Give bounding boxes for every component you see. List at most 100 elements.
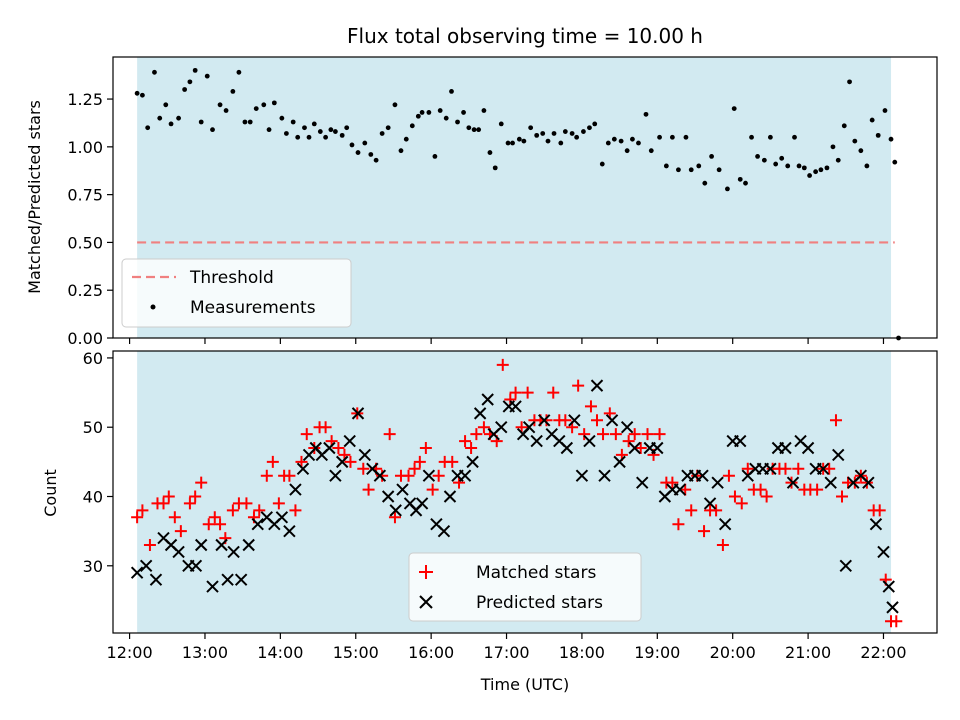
measurement-point <box>426 110 432 115</box>
measurement-point <box>247 119 253 125</box>
matched-star-point <box>860 476 873 489</box>
predicted-star-point <box>389 504 402 517</box>
predicted-star-point <box>734 434 747 448</box>
predicted-star-point <box>575 469 589 482</box>
measurement-point <box>283 131 289 136</box>
ratio-legend: Threshold Measurements <box>121 258 352 328</box>
matched-legend-swatch <box>419 565 433 579</box>
matched-star-point <box>446 455 459 468</box>
matched-star-point <box>823 462 836 475</box>
matched-star-point <box>559 414 572 427</box>
predicted-star-point <box>605 414 619 427</box>
measurement-point <box>755 154 760 159</box>
measurement-point <box>253 106 259 112</box>
predicted-star-point <box>275 511 289 524</box>
predicted-star-point <box>509 400 522 413</box>
matched-star-point <box>357 462 370 475</box>
measurement-point <box>140 92 145 98</box>
predicted-star-point <box>329 469 342 482</box>
predicted-star-point <box>415 497 429 510</box>
measurement-point <box>373 157 379 163</box>
measurement-point <box>317 129 323 134</box>
predicted-star-point <box>422 469 436 482</box>
ratio-panel: 0.00 0.25 0.50 0.75 1.00 1.25 Matched/Predict… <box>25 56 938 348</box>
ratio-y-tick-label: 0.00 <box>67 329 103 348</box>
measurement-point <box>385 125 391 131</box>
matched-star-point <box>515 421 528 434</box>
matched-star-point <box>300 428 313 441</box>
measurement-point <box>801 165 807 171</box>
predicted-star-point <box>628 441 641 455</box>
measurement-point <box>779 155 785 161</box>
predicted-star-point <box>358 448 372 462</box>
matched-star-point <box>402 469 415 482</box>
matched-star-point <box>131 511 144 524</box>
matched-star-point <box>728 490 741 503</box>
measurement-point <box>332 129 338 134</box>
x-tick-label: 19:00 <box>634 643 680 662</box>
matched-star-point <box>408 462 421 475</box>
predicted-star-point <box>458 469 472 482</box>
matched-star-point <box>779 462 792 475</box>
measurement-point <box>875 132 881 138</box>
matched-star-point <box>590 414 603 427</box>
measurement-point <box>521 138 527 144</box>
measurement-point <box>858 148 864 154</box>
predicted-star-point <box>882 580 895 593</box>
measurement-point <box>792 134 797 140</box>
measurement-point <box>455 119 460 125</box>
matched-star-point <box>136 504 149 517</box>
measurement-point <box>481 108 487 113</box>
predicted-star-point <box>824 476 837 489</box>
ratio-y-tick-label: 1.25 <box>67 90 103 109</box>
matched-star-point <box>698 525 711 538</box>
measurement-point <box>636 140 641 146</box>
count-axes-frame <box>112 350 938 634</box>
matched-star-point <box>413 455 426 468</box>
measurement-point <box>403 136 409 142</box>
matched-star-point <box>195 476 208 489</box>
predicted-star-point <box>481 393 494 406</box>
measurement-point <box>540 131 546 136</box>
measurement-point <box>328 127 334 133</box>
measurement-point <box>796 163 802 169</box>
measurement-point <box>657 134 662 140</box>
predicted-star-point <box>227 545 240 559</box>
predicted-star-point <box>149 573 163 586</box>
predicted-star-point <box>832 448 845 462</box>
matched-star-point <box>260 469 273 482</box>
measurement-point <box>528 125 534 131</box>
matched-star-point <box>426 483 439 496</box>
matched-star-point <box>168 511 181 524</box>
measurement-point <box>302 125 307 131</box>
matched-star-point <box>785 476 798 489</box>
predicted-star-point <box>234 573 248 586</box>
predicted-star-point <box>764 462 777 475</box>
matched-star-point <box>332 442 345 455</box>
count-y-tick-label: 50 <box>83 418 103 437</box>
x-tick-label: 22:00 <box>860 643 906 662</box>
matched-star-point <box>547 386 560 399</box>
measurement-point <box>152 69 157 75</box>
measurement-point <box>737 176 743 182</box>
measurement-point <box>716 167 722 173</box>
predicted-star-point <box>651 441 664 455</box>
measurement-point <box>437 108 443 113</box>
measurement-point <box>882 108 888 113</box>
count-legend-box <box>408 552 642 622</box>
x-tick-label: 12:00 <box>107 643 153 662</box>
measurement-point <box>605 140 611 146</box>
measurement-point <box>471 127 477 133</box>
measurement-point <box>505 140 511 146</box>
measurement-point <box>198 119 204 125</box>
measurement-point <box>204 73 210 79</box>
measurement-point <box>551 131 557 136</box>
matched-star-point <box>253 504 266 517</box>
measurement-point <box>368 152 374 157</box>
matched-star-point <box>666 476 679 489</box>
predicted-star-point <box>194 538 208 552</box>
measurement-point <box>587 125 592 131</box>
measurement-point <box>624 148 630 154</box>
matched-star-point <box>890 615 903 628</box>
measurement-point <box>731 106 737 112</box>
